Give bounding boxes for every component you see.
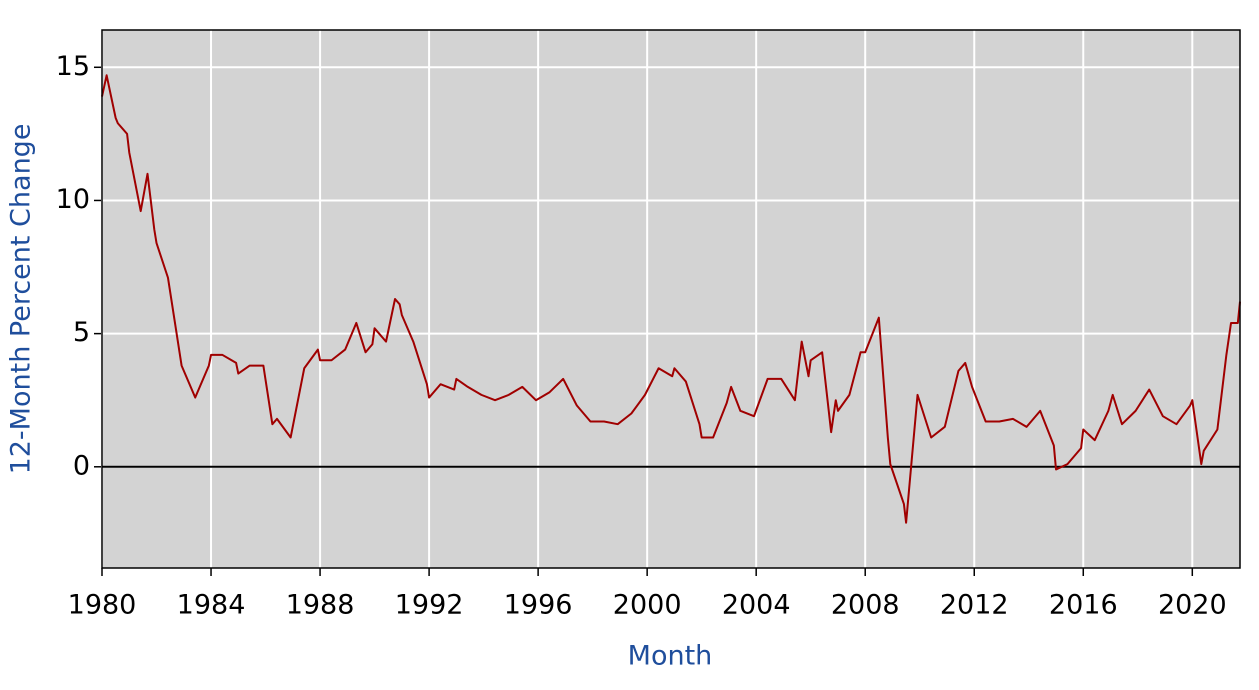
x-tick-label: 2004	[722, 590, 791, 621]
x-tick-label: 2020	[1158, 590, 1227, 621]
data-line	[101, 74, 1241, 524]
x-tick-label: 1988	[286, 590, 355, 621]
y-tick-label: 0	[73, 450, 90, 481]
x-tick-label: 1980	[68, 590, 137, 621]
x-tick-label: 2016	[1049, 590, 1118, 621]
y-tick-label: 10	[56, 184, 90, 215]
y-tick-label: 15	[56, 51, 90, 82]
x-tick-label: 1992	[395, 590, 464, 621]
plot-area	[102, 30, 1240, 568]
x-tick-label: 2000	[613, 590, 682, 621]
x-tick-label: 1996	[504, 590, 573, 621]
plot-border	[101, 29, 1241, 569]
x-tick-label: 2008	[831, 590, 900, 621]
x-tick-label: 1984	[177, 590, 246, 621]
y-tick-label: 5	[73, 317, 90, 348]
x-axis-title: Month	[628, 641, 713, 672]
x-tick-label: 2012	[940, 590, 1009, 621]
y-axis-title: 12-Month Percent Change	[6, 124, 37, 475]
